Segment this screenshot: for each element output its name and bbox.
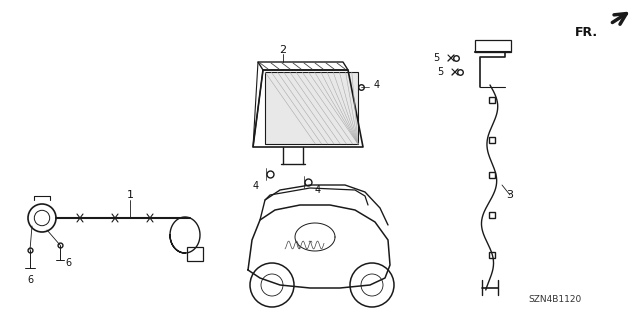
Bar [187,247,203,261]
Bar [265,72,358,144]
Text: FR.: FR. [575,26,598,39]
Text: 2: 2 [280,45,287,55]
Text: SZN4B1120: SZN4B1120 [529,295,582,305]
Text: 4: 4 [315,185,321,195]
Text: 5: 5 [433,53,439,63]
Bar [475,40,511,52]
Text: 4: 4 [374,80,380,90]
Text: 6: 6 [65,258,71,268]
Text: 3: 3 [506,190,513,200]
Text: 6: 6 [27,275,33,285]
Text: 5: 5 [437,67,443,77]
Text: 4: 4 [253,181,259,191]
Text: 1: 1 [127,190,134,200]
